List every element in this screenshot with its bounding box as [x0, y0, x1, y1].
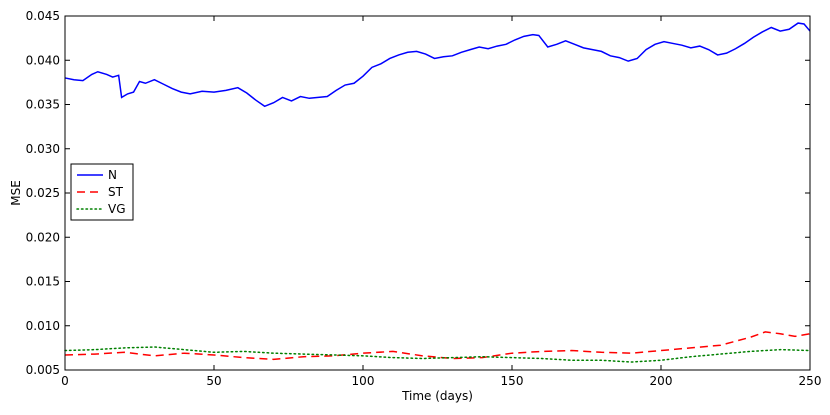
x-tick-label: 100	[352, 374, 375, 388]
legend-label-vg: VG	[108, 202, 126, 216]
y-tick-label: 0.035	[26, 98, 60, 112]
x-axis-label: Time (days)	[401, 389, 473, 403]
legend-label-st: ST	[108, 185, 124, 199]
y-axis-label: MSE	[9, 180, 23, 206]
tick-layer: 0 50 100 150 200 250 0.005 0.010 0.015 0.020 0.025…	[26, 9, 822, 388]
legend-label-n: N	[108, 168, 117, 182]
plot-frame	[64, 15, 811, 371]
x-tick-label: 0	[61, 374, 69, 388]
series-layer	[64, 22, 811, 363]
x-tick-label: 50	[206, 374, 221, 388]
y-tick-label: 0.005	[26, 363, 60, 377]
y-tick-label: 0.045	[26, 9, 60, 23]
legend: N ST VG	[70, 163, 134, 221]
x-tick-label: 200	[650, 374, 673, 388]
y-tick-label: 0.020	[26, 230, 60, 244]
series-line-n	[64, 22, 811, 108]
series-line-vg	[64, 346, 811, 363]
x-tick-label: 250	[799, 374, 822, 388]
y-tick-label: 0.015	[26, 275, 60, 289]
y-tick-label: 0.010	[26, 319, 60, 333]
x-tick-label: 150	[501, 374, 524, 388]
y-tick-label: 0.025	[26, 186, 60, 200]
y-tick-label: 0.040	[26, 53, 60, 67]
y-tick-label: 0.030	[26, 142, 60, 156]
series-line-st	[64, 331, 811, 361]
